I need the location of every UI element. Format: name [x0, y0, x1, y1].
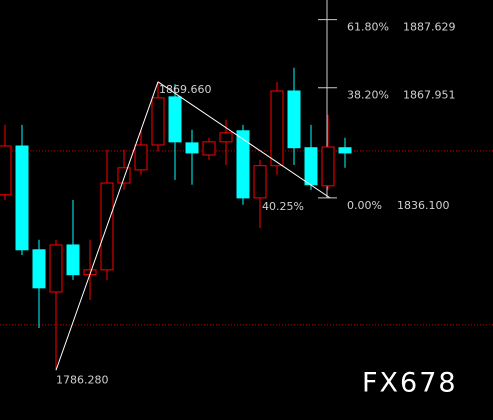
candle-body [66, 244, 80, 276]
fib-price: 1867.951 [403, 89, 456, 102]
fib-ratio: 61.80% [347, 21, 389, 34]
candle-body [151, 97, 165, 146]
candle-body [32, 249, 46, 289]
candle-body [304, 147, 318, 186]
swing-high-label: 1869.660 [159, 83, 212, 96]
candle-body [321, 146, 335, 187]
retracement-label: 40.25% [262, 200, 304, 213]
candle-body [15, 145, 29, 251]
candle-body [236, 130, 250, 199]
watermark: FX678 [362, 368, 458, 399]
fib-ratio: 0.00% [347, 199, 382, 212]
candle-body [270, 90, 284, 167]
swing-line [157, 81, 331, 199]
swing-low-label: 1786.280 [56, 373, 109, 386]
fib-ratio: 38.20% [347, 89, 389, 102]
candle-body [202, 141, 216, 156]
candle-body [219, 132, 233, 143]
candle-body [253, 165, 267, 199]
candle-body [49, 244, 63, 293]
candle-body [134, 144, 148, 171]
fib-price: 1887.629 [403, 21, 456, 34]
fib-price: 1836.100 [397, 199, 450, 212]
candle-body [0, 145, 12, 196]
candle-body [117, 167, 131, 184]
candle-body [168, 96, 182, 143]
candle-body [338, 147, 352, 154]
swing-line [55, 81, 159, 371]
candle-body [287, 90, 301, 149]
candle-body [185, 142, 199, 154]
